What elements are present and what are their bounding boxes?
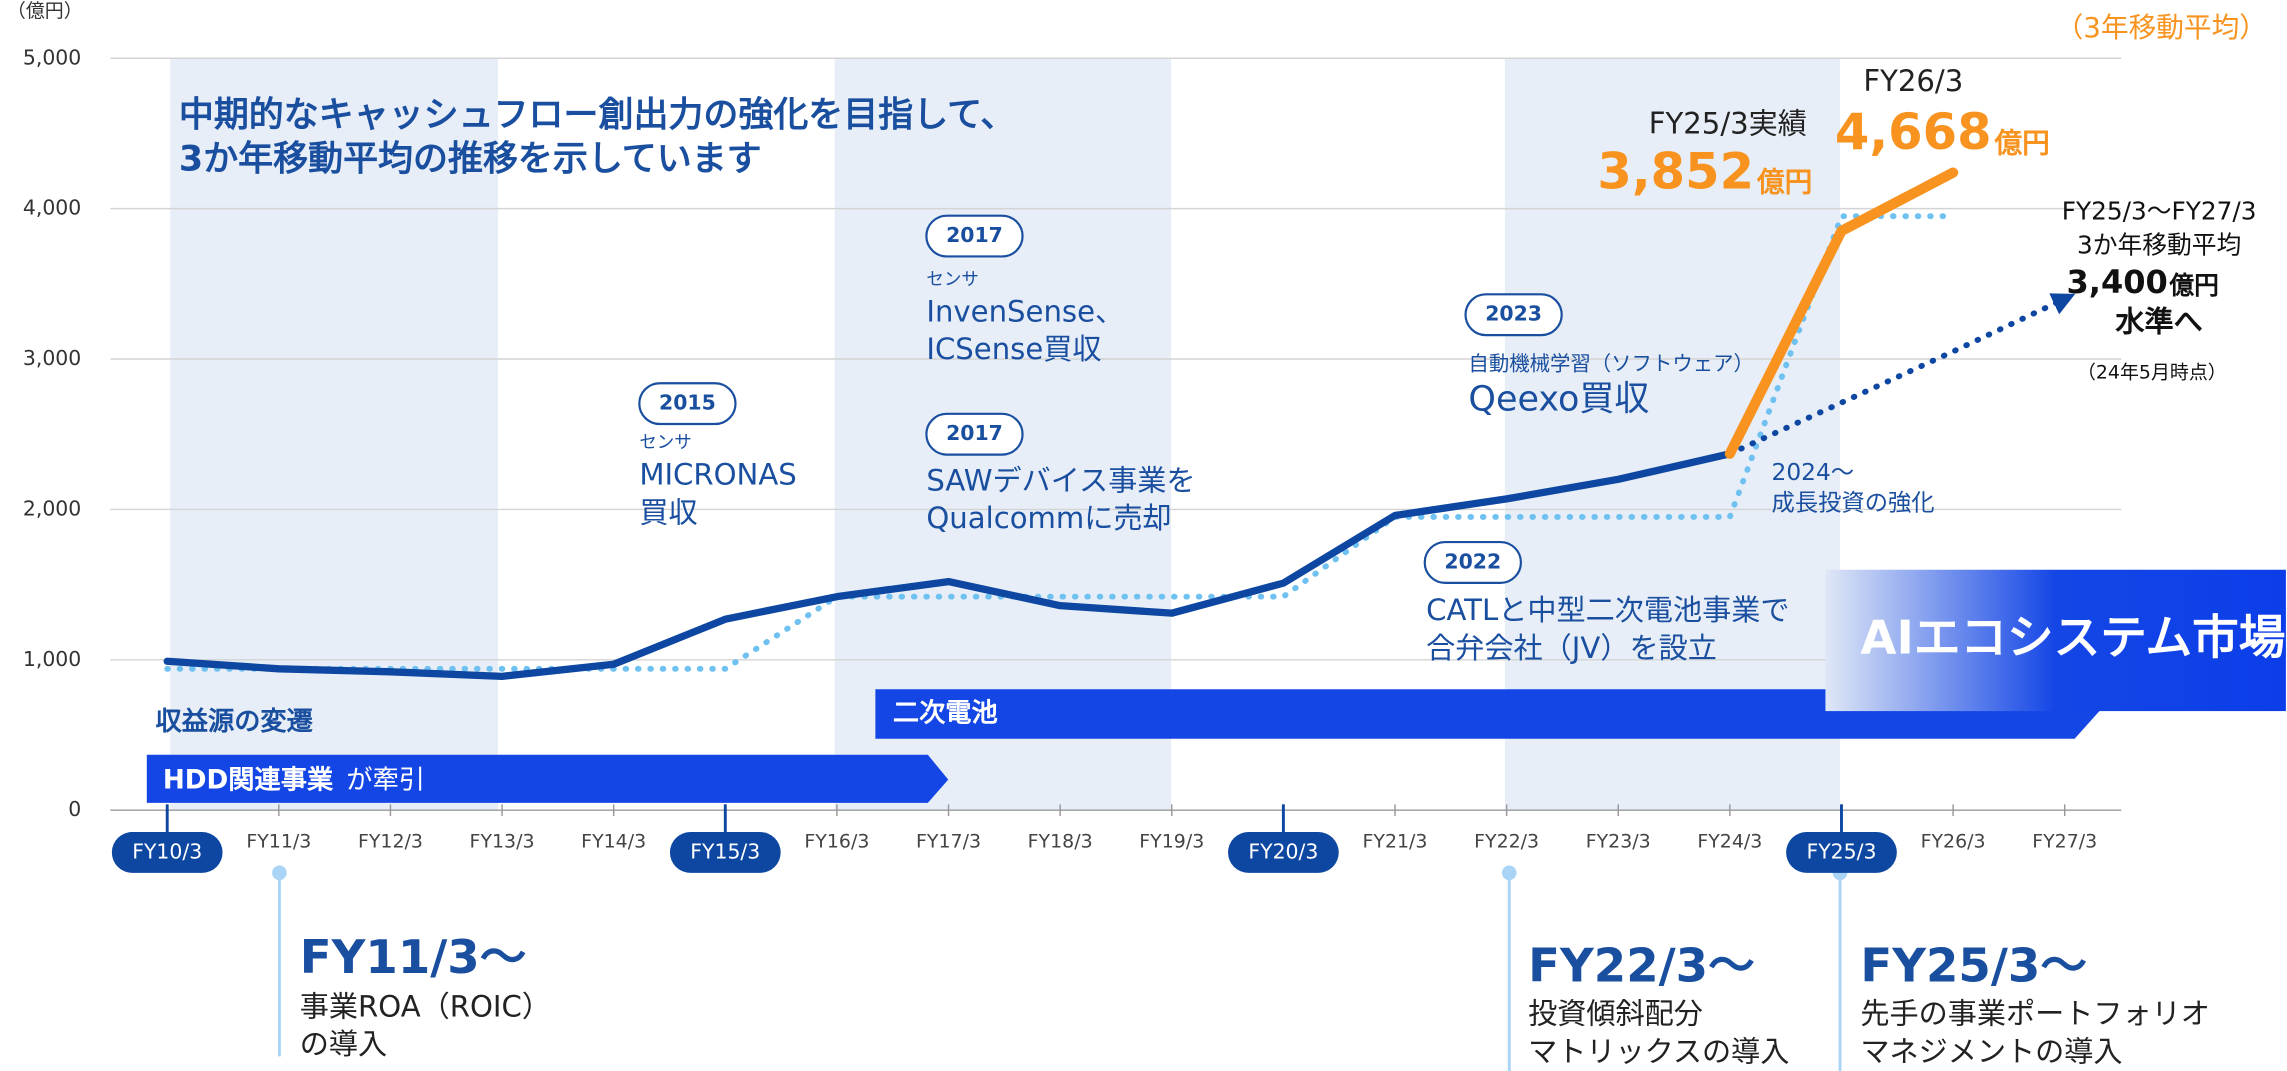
annotation: 2022	[1444, 549, 1501, 573]
x-tick-label: FY22/3	[1474, 831, 1539, 853]
annotation: 収益源の変遷	[156, 706, 314, 737]
annotation: 合弁会社（JV）を設立	[1426, 631, 1717, 665]
annotation: 3か年移動平均の推移を示しています	[179, 139, 762, 179]
shade	[170, 58, 498, 811]
series-line	[164, 213, 1957, 672]
x-tick-label: FY27/3	[2032, 831, 2097, 853]
annotation: （24年5月時点）	[2077, 362, 2227, 384]
annotation: 先手の事業ポートフォリオ	[1860, 997, 2210, 1031]
year-pill	[1464, 293, 1563, 337]
annotation: FY25/3～	[1860, 939, 2087, 993]
annotation: 3,400	[2066, 263, 2167, 301]
annotation: FY26/3	[1863, 64, 1963, 98]
y-tick-label: 2,000	[23, 496, 81, 520]
annotation: の導入	[300, 1027, 387, 1061]
x-tick-label: FY26/3	[1921, 831, 1986, 853]
annotation: 3,852	[1597, 142, 1754, 200]
annotation: 4,668	[1835, 103, 1992, 161]
x-tick-label: FY14/3	[581, 831, 646, 853]
year-pill	[925, 412, 1024, 456]
annotation: が牽引	[346, 766, 425, 796]
bands	[146, 569, 2286, 1071]
annotation: SAWデバイス事業を	[926, 463, 1195, 497]
x-tick-pill	[1786, 832, 1897, 873]
x-tick-label: FY16/3	[804, 831, 869, 853]
x-tick-pill	[669, 832, 781, 873]
annotation: Qualcommに売却	[926, 501, 1171, 535]
annotation: （3年移動平均）	[2056, 11, 2267, 44]
y-tick-label: 4,000	[23, 196, 81, 220]
annotation: 2017	[946, 223, 1003, 247]
annotation: 二次電池	[893, 699, 998, 729]
x-tick-label: FY15/3	[690, 839, 760, 863]
annotation: AIエコシステム市場	[1860, 611, 2285, 665]
annotation: 水準へ	[2114, 304, 2202, 338]
y-tick-label: 1,000	[23, 647, 81, 671]
annotation: マトリックスの導入	[1528, 1035, 1789, 1069]
annotation: センサ	[926, 270, 978, 290]
year-pill	[925, 214, 1024, 258]
annotation: FY11/3～	[300, 930, 527, 984]
x-tick-label: FY11/3	[246, 831, 311, 853]
series-line	[1724, 167, 1959, 459]
annotation: 億円	[1993, 126, 2049, 159]
series-line	[1726, 293, 2076, 457]
shade	[1504, 58, 1841, 811]
ai-band	[1825, 569, 2286, 712]
annotation: ICSense買収	[926, 332, 1101, 366]
annotation: 3か年移動平均	[2077, 230, 2241, 259]
annotation: （億円）	[7, 0, 83, 22]
annotation: 2017	[946, 421, 1003, 445]
x-tick-label: FY13/3	[470, 831, 535, 853]
series-line	[163, 450, 1734, 680]
x-tick-label: FY23/3	[1586, 831, 1651, 853]
year-pill	[638, 382, 737, 426]
annotation: センサ	[639, 433, 691, 453]
annotation: CATLと中型二次電池事業で	[1426, 593, 1789, 627]
annotation: HDD関連事業	[163, 766, 334, 796]
annotation: Qeexo買収	[1468, 380, 1649, 420]
y-tick-label: 0	[68, 797, 81, 821]
hdd-band	[146, 754, 949, 803]
annotation: InvenSense、	[926, 294, 1124, 328]
x-tick-pill	[1228, 832, 1339, 873]
annotation: FY25/3～FY27/3	[2062, 197, 2257, 226]
milestone-dot	[1501, 865, 1517, 881]
annotation: FY22/3～	[1528, 939, 1755, 993]
x-tick-label: FY20/3	[1248, 839, 1318, 863]
milestone-dot	[272, 865, 287, 881]
annotation: 中期的なキャッシュフロー創出力の強化を目指して、	[179, 96, 1015, 136]
x-tick-label: FY24/3	[1697, 831, 1762, 853]
annotation: 2015	[659, 391, 716, 415]
y-tick-label: 3,000	[23, 346, 81, 370]
annotation: 成長投資の強化	[1772, 490, 1935, 517]
year-pill	[1423, 540, 1522, 584]
annotation: 自動機械学習（ソフトウェア）	[1468, 351, 1753, 375]
annotation: 億円	[2168, 271, 2219, 300]
annotation: 2024～	[1772, 459, 1855, 486]
y-tick-label: 5,000	[23, 45, 81, 69]
x-tick-pill	[111, 832, 223, 873]
x-tick-label: FY10/3	[132, 839, 202, 863]
annotation: FY25/3実績	[1649, 106, 1807, 140]
x-tick-label: FY25/3	[1806, 839, 1876, 863]
x-tick-label: FY18/3	[1028, 831, 1093, 853]
x-tick-label: FY21/3	[1363, 831, 1428, 853]
annotation: 買収	[639, 495, 697, 529]
x-tick-label: FY19/3	[1139, 831, 1204, 853]
annotation: マネジメントの導入	[1860, 1035, 2122, 1069]
battery-band	[875, 689, 2100, 739]
x-tick-label: FY17/3	[916, 831, 981, 853]
x-tick-label: FY12/3	[358, 831, 423, 853]
annotation: 投資傾斜配分	[1528, 997, 1703, 1031]
annotation: 億円	[1756, 166, 1812, 199]
annotation: 2023	[1485, 302, 1542, 326]
annotation: 事業ROA（ROIC）	[300, 989, 551, 1023]
annotation: MICRONAS	[639, 457, 796, 491]
